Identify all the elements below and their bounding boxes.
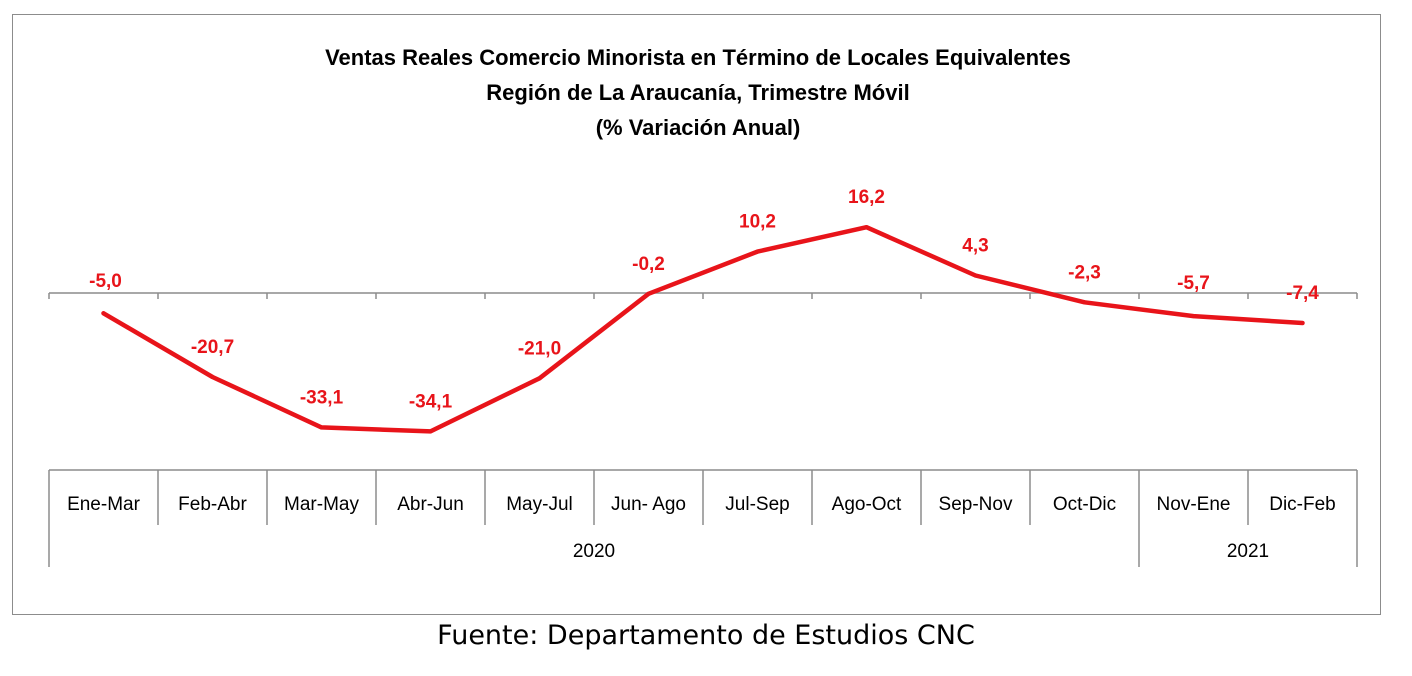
- chart-title-line-3: (% Variación Anual): [596, 115, 801, 140]
- data-labels: -5,0 -20,7 -33,1 -34,1 -21,0 -0,2 10,2 16,2 4,3 -…: [89, 187, 1319, 412]
- data-point-abr-jun: [428, 429, 433, 434]
- year-label-2020: 2020: [573, 541, 615, 562]
- chart-title-line-1: Ventas Reales Comercio Minorista en Térm…: [325, 45, 1071, 70]
- data-label-jun-ago: -0,2: [632, 254, 665, 275]
- category-labels: Ene-Mar Feb-Abr Mar-May Abr-Jun May-Jul Jun- …: [67, 494, 1336, 515]
- chart-title: Ventas Reales Comercio Minorista en Térm…: [325, 45, 1071, 140]
- year-labels: 2020 2021: [573, 541, 1269, 562]
- data-label-ene-mar: -5,0: [89, 271, 122, 292]
- line-chart: Ventas Reales Comercio Minorista en Térm…: [48, 45, 1358, 567]
- data-point-dic-feb: [1300, 321, 1305, 325]
- data-point-jun-ago: [646, 291, 651, 296]
- category-label-feb-abr: Feb-Abr: [178, 494, 247, 515]
- category-label-mar-may: Mar-May: [284, 494, 359, 515]
- data-label-nov-ene: -5,7: [1177, 273, 1210, 294]
- category-label-nov-ene: Nov-Ene: [1157, 494, 1231, 515]
- data-point-oct-dic: [1082, 300, 1087, 305]
- data-label-dic-feb: -7,4: [1286, 283, 1319, 304]
- data-label-feb-abr: -20,7: [191, 337, 234, 358]
- data-label-oct-dic: -2,3: [1068, 262, 1101, 283]
- chart-series: [101, 224, 1305, 434]
- data-point-may-jul: [537, 376, 542, 381]
- category-label-ene-mar: Ene-Mar: [67, 494, 141, 515]
- data-label-sep-nov: 4,3: [962, 236, 988, 257]
- data-point-ene-mar: [101, 311, 106, 316]
- category-label-ago-oct: Ago-Oct: [832, 494, 902, 515]
- year-label-2021: 2021: [1227, 541, 1269, 562]
- category-label-may-jul: May-Jul: [506, 494, 573, 515]
- category-label-dic-feb: Dic-Feb: [1269, 494, 1336, 515]
- category-label-oct-dic: Oct-Dic: [1053, 494, 1116, 515]
- data-point-feb-abr: [210, 375, 215, 379]
- data-point-sep-nov: [973, 273, 978, 278]
- chart-frame: Ventas Reales Comercio Minorista en Térm…: [12, 14, 1381, 615]
- series-line-1: [101, 224, 1305, 434]
- data-label-ago-oct: 16,2: [848, 187, 885, 208]
- data-label-may-jul: -21,0: [518, 338, 561, 359]
- data-point-jul-sep: [755, 249, 760, 254]
- data-point-ago-oct: [864, 225, 869, 230]
- chart-axes: [48, 292, 1358, 567]
- data-label-abr-jun: -34,1: [409, 391, 453, 412]
- data-label-jul-sep: 10,2: [739, 212, 776, 233]
- category-label-sep-nov: Sep-Nov: [939, 494, 1013, 515]
- chart-title-line-2: Región de La Araucanía, Trimestre Móvil: [486, 80, 909, 105]
- category-label-jun-ago: Jun- Ago: [611, 494, 686, 515]
- data-point-nov-ene: [1191, 314, 1196, 319]
- category-label-abr-jun: Abr-Jun: [397, 494, 464, 515]
- source-note: Fuente: Departamento de Estudios CNC: [437, 620, 975, 651]
- category-label-jul-sep: Jul-Sep: [725, 494, 789, 515]
- data-point-mar-may: [319, 425, 324, 430]
- data-label-mar-may: -33,1: [300, 387, 344, 408]
